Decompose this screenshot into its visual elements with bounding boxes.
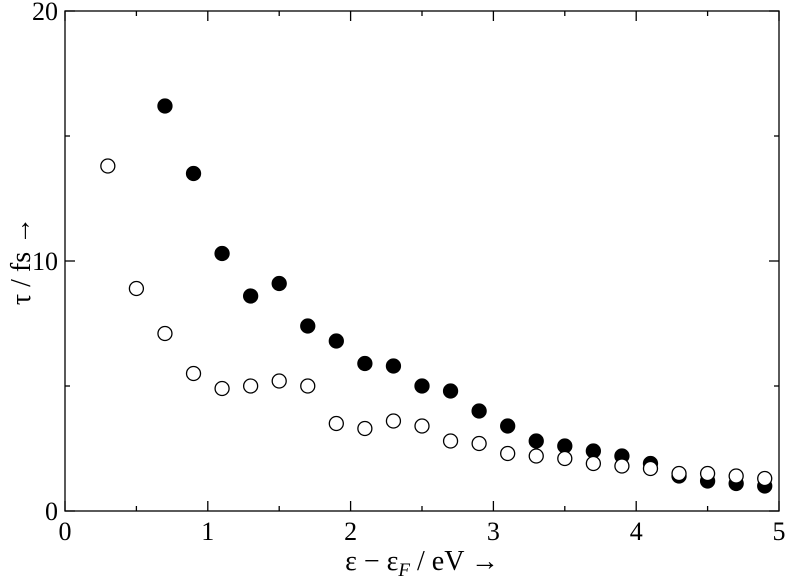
filled-point <box>328 333 344 349</box>
open-point <box>328 415 344 432</box>
open-point <box>100 158 116 174</box>
filled-point <box>242 288 259 304</box>
x-tick-label: 3 <box>487 517 500 546</box>
open-point <box>471 435 487 452</box>
filled-point <box>500 418 516 434</box>
open-point <box>414 418 430 434</box>
open-point <box>185 365 202 382</box>
x-tick-label: 5 <box>773 517 786 546</box>
open-point <box>271 373 287 389</box>
filled-point <box>300 318 316 334</box>
filled-point <box>442 383 459 399</box>
y-tick-label: 0 <box>45 497 58 526</box>
filled-point <box>471 403 487 419</box>
series-open-circle <box>100 158 773 487</box>
x-tick-label: 1 <box>201 517 214 546</box>
filled-point <box>528 433 544 449</box>
open-point <box>728 468 744 484</box>
filled-point <box>414 378 430 394</box>
open-point <box>500 445 516 462</box>
open-point <box>385 413 402 429</box>
open-point <box>585 455 602 472</box>
open-point <box>357 420 373 437</box>
tick-labels: 0 1 2 3 4 5 0 10 20 <box>32 0 786 546</box>
open-point <box>157 325 173 342</box>
series-filled-circle <box>157 98 773 494</box>
open-point <box>300 378 316 394</box>
filled-point <box>385 358 402 374</box>
open-point <box>642 460 659 477</box>
y-axis-label: τ / fs → <box>6 217 37 305</box>
x-tick-label: 4 <box>630 517 643 546</box>
y-tick-label: 20 <box>32 0 58 26</box>
open-point <box>671 465 687 482</box>
open-point <box>528 448 544 464</box>
x-tick-label: 2 <box>344 517 357 546</box>
open-point <box>242 378 259 394</box>
open-point <box>442 433 459 449</box>
open-point <box>214 380 230 397</box>
plot-frame <box>64 10 780 512</box>
x-tick-label: 0 <box>59 517 72 546</box>
open-point <box>757 470 773 487</box>
filled-point <box>157 98 173 114</box>
x-axis-label: ε − εF / eV → <box>345 546 499 581</box>
y-tick-label: 10 <box>32 247 58 276</box>
filled-point <box>357 355 373 372</box>
filled-point <box>271 275 287 292</box>
open-point <box>614 458 630 474</box>
open-point <box>699 465 716 482</box>
open-point <box>128 280 145 297</box>
data-series <box>100 98 773 494</box>
open-point <box>557 450 573 467</box>
filled-point <box>214 245 230 262</box>
axis-ticks <box>64 10 780 512</box>
filled-point <box>185 165 202 182</box>
